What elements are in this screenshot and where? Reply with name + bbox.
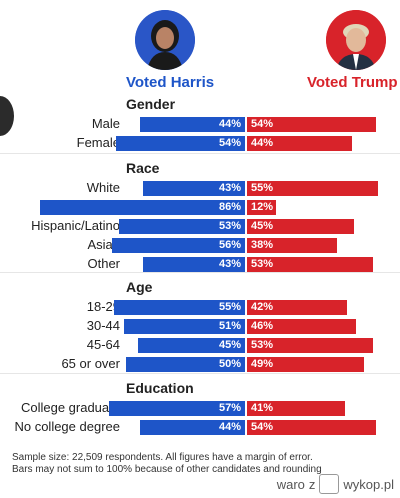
row-label: No college degree <box>14 419 120 434</box>
trump-value-label: 49% <box>251 358 274 370</box>
harris-bar: 57% <box>109 401 245 416</box>
row-label: Hispanic/Latino <box>31 218 120 233</box>
trump-value-label: 53% <box>251 339 274 351</box>
harris-bar: 50% <box>126 357 245 372</box>
trump-bar: 54% <box>247 117 376 132</box>
footnote-line-1: Sample size: 22,509 respondents. All fig… <box>12 452 313 463</box>
trump-bar: 12% <box>247 200 276 215</box>
harris-bar: 45% <box>137 338 245 353</box>
section-title-education: Education <box>126 380 194 396</box>
trump-value-label: 12% <box>251 201 274 213</box>
section-divider <box>0 272 400 273</box>
harris-portrait <box>135 10 195 70</box>
trump-value-label: 42% <box>251 301 274 313</box>
trump-bar: 41% <box>247 401 345 416</box>
watermark-sep: z <box>308 476 316 492</box>
harris-bar: 51% <box>123 319 245 334</box>
harris-value-label: 44% <box>218 118 241 130</box>
watermark-user: waro <box>276 476 305 492</box>
harris-value-label: 53% <box>218 220 241 232</box>
trump-bar: 38% <box>247 238 338 253</box>
trump-value-label: 44% <box>251 137 274 149</box>
row-label: White <box>86 180 120 195</box>
row-label: College graduate <box>20 400 120 415</box>
trump-bar: 53% <box>247 257 374 272</box>
harris-bar: 44% <box>140 117 245 132</box>
footnote-line-2: Bars may not sum to 100% because of othe… <box>12 464 322 475</box>
trump-value-label: 45% <box>251 220 274 232</box>
harris-value-label: 54% <box>218 137 241 149</box>
trump-value-label: 41% <box>251 402 274 414</box>
harris-bar: 43% <box>142 257 245 272</box>
row-label: 65 or over <box>61 356 120 371</box>
harris-value-label: 43% <box>218 182 241 194</box>
harris-value-label: 43% <box>218 258 241 270</box>
trump-bar: 53% <box>247 338 374 353</box>
trump-bar: 46% <box>247 319 357 334</box>
trump-bar: 45% <box>247 219 355 234</box>
row-label: 30-44 <box>86 318 120 333</box>
trump-portrait <box>326 10 386 70</box>
trump-value-label: 54% <box>251 421 274 433</box>
trump-value-label: 46% <box>251 320 274 332</box>
harris-value-label: 56% <box>218 239 241 251</box>
section-title-race: Race <box>126 160 160 176</box>
trump-legend-label: Voted Trump <box>307 74 398 91</box>
harris-bar: 53% <box>118 219 245 234</box>
row-label: 45-64 <box>86 337 120 352</box>
section-title-gender: Gender <box>126 96 176 112</box>
wykop-logo-icon <box>319 474 340 494</box>
harris-value-label: 50% <box>218 358 241 370</box>
section-title-age: Age <box>126 279 153 295</box>
row-label: 18-29 <box>86 299 120 314</box>
trump-value-label: 55% <box>251 182 274 194</box>
footnote: Sample size: 22,509 respondents. All fig… <box>12 452 322 476</box>
trump-value-label: 38% <box>251 239 274 251</box>
trump-value-label: 53% <box>251 258 274 270</box>
harris-value-label: 45% <box>218 339 241 351</box>
harris-bar: 86% <box>40 200 245 215</box>
overlay-circle <box>0 96 14 136</box>
section-divider <box>0 153 400 154</box>
harris-value-label: 86% <box>218 201 241 213</box>
row-label: Male <box>91 116 120 131</box>
harris-value-label: 44% <box>218 421 241 433</box>
harris-value-label: 55% <box>218 301 241 313</box>
row-label: Other <box>87 256 120 271</box>
trump-bar: 54% <box>247 420 376 435</box>
harris-value-label: 51% <box>218 320 241 332</box>
harris-bar: 54% <box>116 136 245 151</box>
harris-value-label: 57% <box>218 402 241 414</box>
watermark-site: wykop.pl <box>343 476 394 492</box>
harris-legend-label: Voted Harris <box>126 74 215 91</box>
trump-bar: 49% <box>247 357 364 372</box>
trump-bar: 44% <box>247 136 352 151</box>
section-divider <box>0 373 400 374</box>
trump-bar: 55% <box>247 181 378 196</box>
harris-bar: 43% <box>142 181 245 196</box>
harris-bar: 56% <box>111 238 245 253</box>
watermark: waro z wykop.pl <box>277 474 394 494</box>
trump-value-label: 54% <box>251 118 274 130</box>
harris-bar: 55% <box>114 300 245 315</box>
row-label: Female <box>76 135 120 150</box>
harris-bar: 44% <box>140 420 245 435</box>
trump-bar: 42% <box>247 300 347 315</box>
exit-poll-card: Voted Harris Voted Trump Sample size: 22… <box>0 10 400 475</box>
